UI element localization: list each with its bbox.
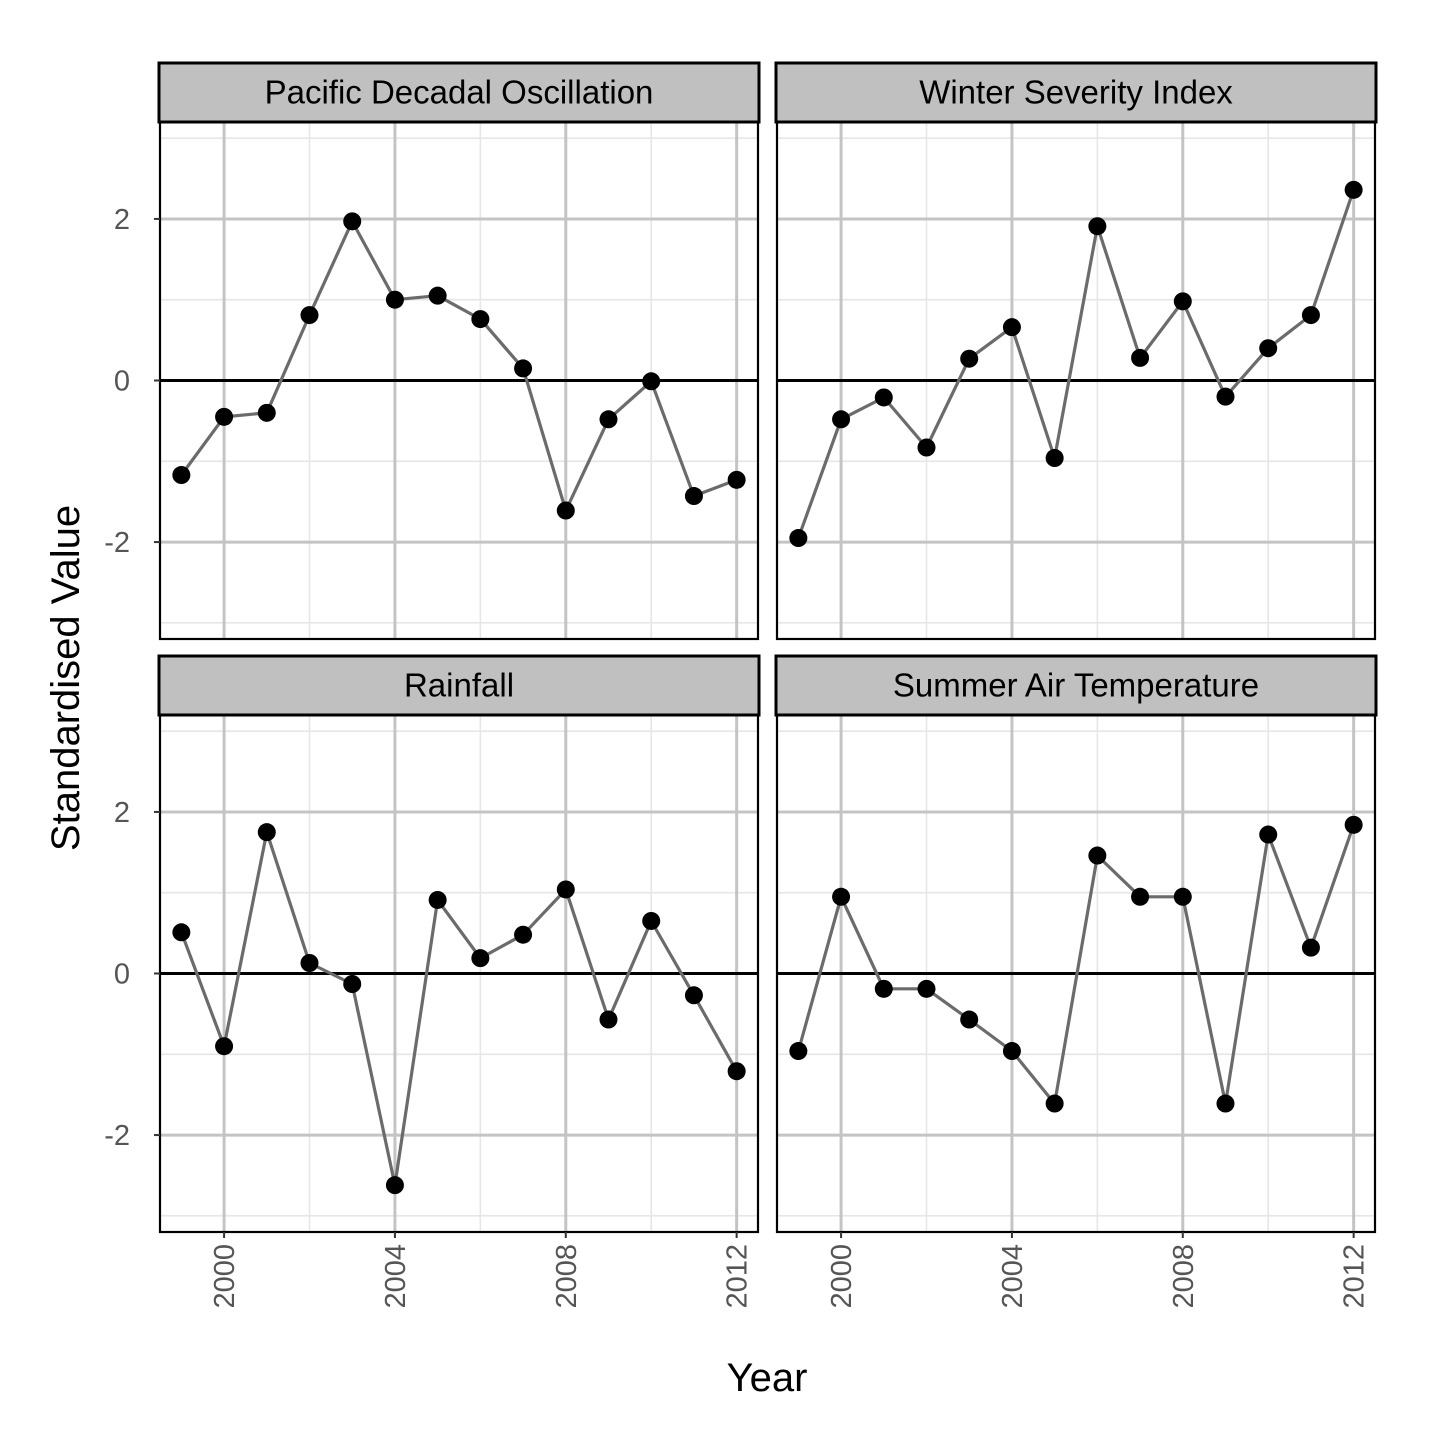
data-point — [599, 410, 618, 429]
data-point — [1002, 318, 1021, 337]
data-point — [1045, 449, 1064, 468]
data-point — [215, 407, 234, 426]
x-tick-label: 2008 — [551, 1244, 583, 1309]
data-point — [789, 529, 808, 548]
x-tick-label: 2008 — [1168, 1244, 1200, 1309]
data-point — [300, 306, 319, 325]
data-point — [1002, 1042, 1021, 1061]
data-point — [1088, 846, 1107, 865]
facet-strip-title: Rainfall — [404, 667, 514, 704]
data-point — [960, 349, 979, 368]
facet-strip-title: Winter Severity Index — [919, 74, 1233, 111]
data-point — [1088, 217, 1107, 236]
facet-strip — [157, 654, 761, 717]
data-point — [428, 286, 447, 305]
data-point — [556, 880, 575, 899]
x-tick-label: 2004 — [997, 1244, 1029, 1309]
facet-strip — [774, 61, 1378, 124]
x-tick-label: 2000 — [209, 1244, 241, 1309]
data-point — [1344, 815, 1363, 834]
data-point — [471, 949, 490, 968]
data-point — [599, 1010, 618, 1029]
data-point — [514, 359, 533, 378]
y-tick-label: -2 — [104, 527, 130, 559]
x-tick-label: 2004 — [380, 1244, 412, 1309]
data-point — [1045, 1094, 1064, 1113]
data-point — [257, 823, 276, 842]
facet-panel: Summer Air Temperature 2000 2004 2008 2012 — [774, 654, 1378, 1309]
data-point — [832, 887, 851, 906]
data-point — [684, 487, 703, 506]
data-point — [727, 470, 746, 489]
data-point — [385, 1176, 404, 1195]
y-tick-label: 2 — [114, 204, 130, 236]
y-tick-label: 2 — [114, 797, 130, 829]
data-point — [832, 410, 851, 429]
data-point — [300, 953, 319, 972]
data-point — [642, 911, 661, 930]
facet-panel: Winter Severity Index — [774, 61, 1378, 641]
data-point — [1216, 1094, 1235, 1113]
panels-layer: Pacific Decadal Oscillation -2 0 2 Winter Se… — [104, 61, 1378, 1309]
y-tick-label: -2 — [104, 1120, 130, 1152]
data-point — [1259, 339, 1278, 358]
series-line — [179, 830, 738, 1187]
data-point — [642, 372, 661, 391]
y-tick-label: 0 — [114, 959, 130, 991]
data-point — [471, 310, 490, 329]
facet-strip-title: Summer Air Temperature — [893, 667, 1259, 704]
y-tick-label: 0 — [114, 366, 130, 398]
data-point — [172, 466, 191, 485]
data-point — [257, 403, 276, 422]
data-point — [960, 1010, 979, 1029]
data-point — [1131, 887, 1150, 906]
data-point — [727, 1062, 746, 1081]
data-point — [684, 986, 703, 1005]
x-tick-label: 2000 — [826, 1244, 858, 1309]
data-point — [1216, 387, 1235, 406]
data-point — [917, 438, 936, 457]
data-point — [343, 212, 362, 231]
data-point — [1173, 292, 1192, 311]
facet-panel: Rainfall -2 0 2 2000 2004 2008 2012 — [104, 654, 761, 1309]
data-point — [789, 1042, 808, 1061]
data-point — [172, 923, 191, 942]
facet-panel: Pacific Decadal Oscillation -2 0 2 — [104, 61, 761, 641]
facet-strip-title: Pacific Decadal Oscillation — [265, 74, 654, 111]
data-point — [1173, 887, 1192, 906]
data-point — [1344, 180, 1363, 199]
data-point — [874, 388, 893, 407]
series-line — [796, 189, 1356, 539]
x-axis-title: Year — [727, 1356, 808, 1400]
series-line — [180, 219, 738, 513]
data-point — [874, 979, 893, 998]
x-tick-label: 2012 — [1339, 1244, 1371, 1309]
data-point — [215, 1037, 234, 1056]
data-point — [428, 890, 447, 909]
y-axis-title: Standardised Value — [44, 505, 88, 851]
data-point — [917, 979, 936, 998]
data-point — [1301, 306, 1320, 325]
facet-strip — [774, 654, 1378, 717]
data-point — [514, 925, 533, 944]
data-point — [556, 501, 575, 520]
data-point — [1301, 938, 1320, 957]
facet-strip — [157, 61, 761, 124]
data-point — [343, 975, 362, 994]
x-tick-label: 2012 — [722, 1244, 754, 1309]
data-point — [1259, 825, 1278, 844]
data-point — [1131, 348, 1150, 367]
data-point — [385, 290, 404, 309]
